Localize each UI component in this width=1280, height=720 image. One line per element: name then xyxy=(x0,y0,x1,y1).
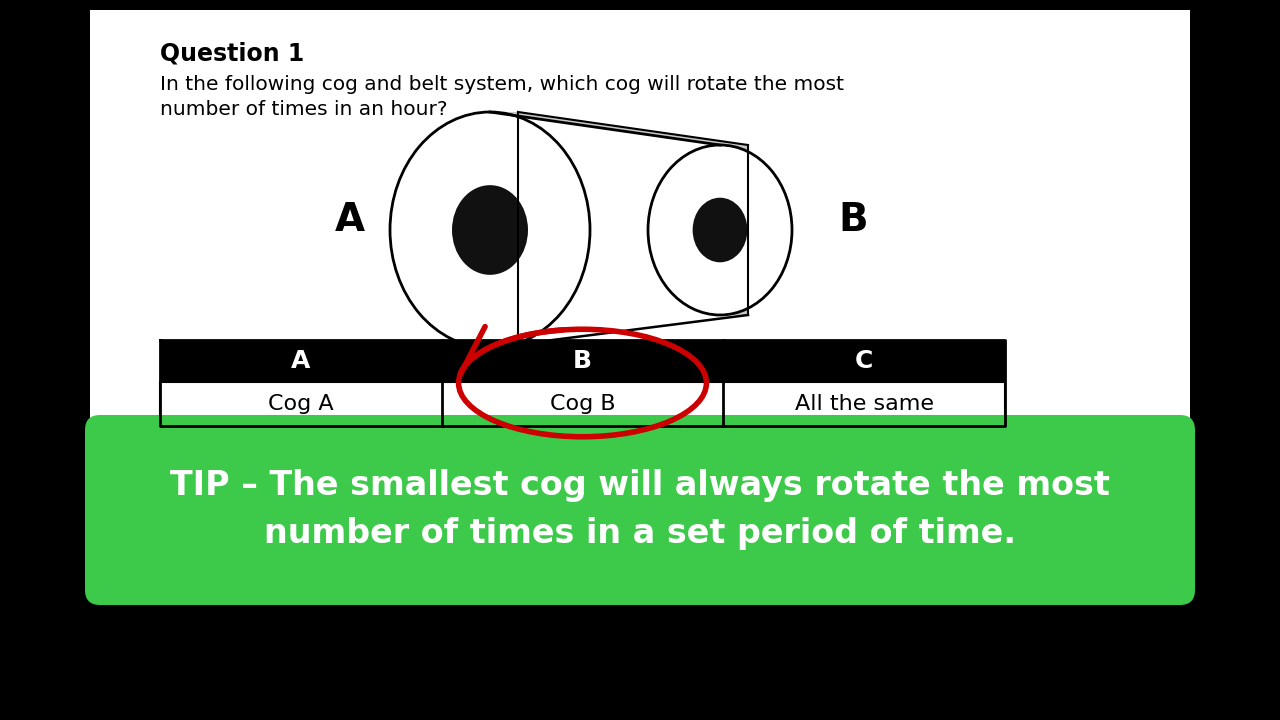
Text: TIP – The smallest cog will always rotate the most: TIP – The smallest cog will always rotat… xyxy=(170,469,1110,503)
Text: A: A xyxy=(335,201,365,239)
Text: B: B xyxy=(838,201,868,239)
Text: Cog B: Cog B xyxy=(549,394,616,414)
Text: number of times in an hour?: number of times in an hour? xyxy=(160,100,448,119)
Text: All the same: All the same xyxy=(795,394,933,414)
FancyBboxPatch shape xyxy=(160,340,1005,382)
Ellipse shape xyxy=(648,145,792,315)
Text: C: C xyxy=(855,349,873,373)
Polygon shape xyxy=(490,112,748,145)
Ellipse shape xyxy=(692,198,748,262)
Text: Question 1: Question 1 xyxy=(160,42,305,66)
Text: In the following cog and belt system, which cog will rotate the most: In the following cog and belt system, wh… xyxy=(160,75,844,94)
Polygon shape xyxy=(490,112,518,348)
Polygon shape xyxy=(719,145,748,315)
Text: A: A xyxy=(291,349,311,373)
FancyBboxPatch shape xyxy=(90,10,1190,600)
Text: B: B xyxy=(573,349,591,373)
FancyBboxPatch shape xyxy=(160,382,1005,426)
Text: number of times in a set period of time.: number of times in a set period of time. xyxy=(264,518,1016,551)
Text: Cog A: Cog A xyxy=(268,394,334,414)
Ellipse shape xyxy=(390,112,590,348)
FancyBboxPatch shape xyxy=(84,415,1196,605)
Ellipse shape xyxy=(452,185,529,275)
